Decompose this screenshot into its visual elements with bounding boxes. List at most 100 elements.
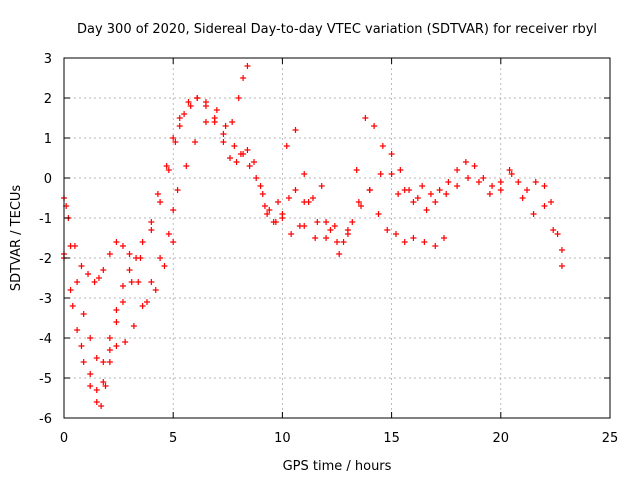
data-point xyxy=(288,231,295,237)
data-point xyxy=(548,199,555,205)
series-trace-6 xyxy=(301,151,565,253)
data-point xyxy=(558,263,565,269)
data-point xyxy=(126,267,133,273)
data-point xyxy=(130,323,137,329)
chart-title: Day 300 of 2020, Sidereal Day-to-day VTE… xyxy=(77,22,597,37)
data-point xyxy=(122,339,129,345)
data-point xyxy=(279,211,286,217)
y-tick-label: 0 xyxy=(44,172,52,187)
data-point xyxy=(344,227,351,233)
data-point xyxy=(74,279,81,285)
y-axis-label: SDTVAR / TECUs xyxy=(9,185,24,292)
data-point xyxy=(170,239,177,245)
data-point xyxy=(558,247,565,253)
data-point xyxy=(355,199,362,205)
data-point xyxy=(309,195,316,201)
data-point xyxy=(384,227,391,233)
data-point xyxy=(519,195,526,201)
series-trace-5 xyxy=(261,115,565,269)
data-point xyxy=(419,183,426,189)
data-point xyxy=(524,187,531,193)
data-point xyxy=(163,163,170,169)
data-point xyxy=(323,219,330,225)
data-point xyxy=(251,159,258,165)
data-point xyxy=(272,219,279,225)
data-point xyxy=(139,303,146,309)
data-point xyxy=(113,319,120,325)
y-tick-label: -1 xyxy=(39,212,52,227)
plot-frame xyxy=(63,57,611,419)
data-point xyxy=(253,175,260,181)
data-point xyxy=(135,279,142,285)
x-tick-label: 20 xyxy=(493,431,510,446)
y-tick-label: -2 xyxy=(39,252,52,267)
data-point xyxy=(148,279,155,285)
data-point xyxy=(187,103,194,109)
data-point xyxy=(554,231,561,237)
data-point xyxy=(443,191,450,197)
data-point xyxy=(465,175,472,181)
data-point xyxy=(388,171,395,177)
data-point xyxy=(266,207,273,213)
grid-layer xyxy=(64,58,610,418)
data-point xyxy=(532,179,539,185)
data-point xyxy=(441,235,448,241)
data-point xyxy=(194,95,201,101)
data-point xyxy=(395,191,402,197)
data-point xyxy=(100,359,107,365)
data-point xyxy=(240,75,247,81)
data-point xyxy=(233,159,240,165)
data-point xyxy=(128,279,135,285)
data-point xyxy=(222,123,229,129)
data-point xyxy=(550,227,557,233)
data-point xyxy=(283,143,290,149)
data-point xyxy=(471,163,478,169)
data-point xyxy=(432,243,439,249)
data-point xyxy=(497,187,504,193)
data-point xyxy=(154,191,161,197)
x-tick-label: 15 xyxy=(383,431,400,446)
data-point xyxy=(336,251,343,257)
data-point xyxy=(475,179,482,185)
data-point xyxy=(170,207,177,213)
data-point xyxy=(165,231,172,237)
data-point xyxy=(148,219,155,225)
data-point xyxy=(71,243,78,249)
data-point xyxy=(240,151,247,157)
data-point xyxy=(119,299,126,305)
data-point xyxy=(106,347,113,353)
data-point xyxy=(174,187,181,193)
data-point xyxy=(259,191,266,197)
data-point xyxy=(192,139,199,145)
data-point xyxy=(421,239,428,245)
data-point xyxy=(462,159,469,165)
data-point xyxy=(244,147,251,153)
data-point xyxy=(119,283,126,289)
data-point xyxy=(379,143,386,149)
data-point xyxy=(87,371,94,377)
data-point xyxy=(152,287,159,293)
data-point xyxy=(427,191,434,197)
data-point xyxy=(80,311,87,317)
data-point xyxy=(91,279,98,285)
data-point xyxy=(161,263,168,269)
x-tick-label: 5 xyxy=(169,431,177,446)
data-point xyxy=(541,203,548,209)
data-point xyxy=(292,187,299,193)
data-point xyxy=(220,131,227,137)
data-point xyxy=(489,183,496,189)
data-point xyxy=(98,403,105,409)
data-point xyxy=(410,235,417,241)
data-point xyxy=(285,195,292,201)
data-point xyxy=(292,127,299,133)
data-point xyxy=(157,255,164,261)
data-point xyxy=(445,179,452,185)
data-point xyxy=(388,151,395,157)
data-point xyxy=(113,343,120,349)
data-point xyxy=(392,231,399,237)
data-point xyxy=(371,123,378,129)
data-point xyxy=(78,263,85,269)
series-trace-3 xyxy=(63,95,308,365)
data-point xyxy=(106,335,113,341)
data-point xyxy=(397,167,404,173)
